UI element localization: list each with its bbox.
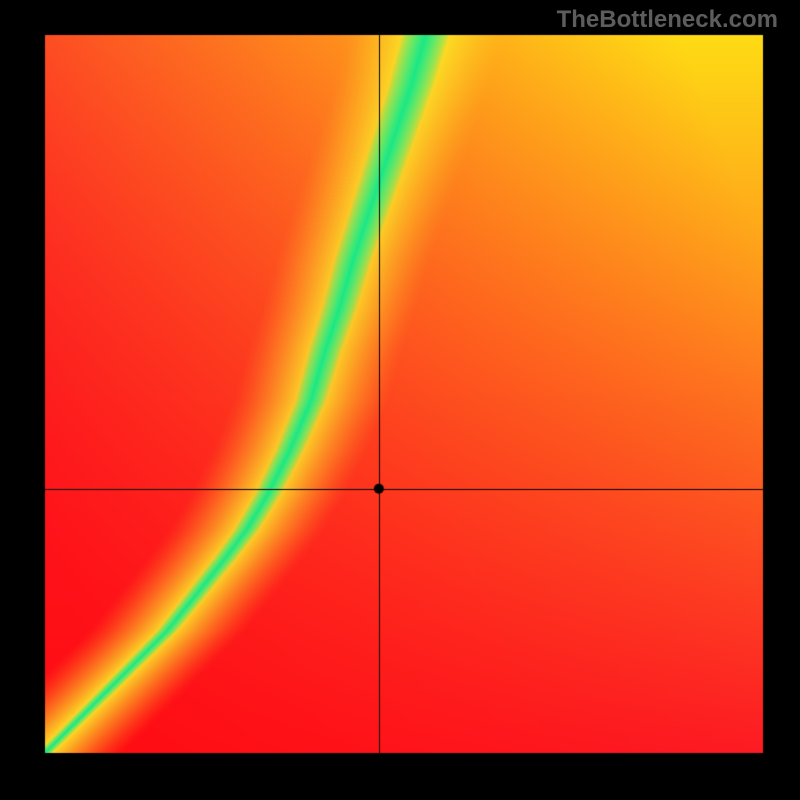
chart-container: { "watermark": { "text": "TheBottleneck.…	[0, 0, 800, 800]
crosshair-overlay	[0, 0, 800, 800]
